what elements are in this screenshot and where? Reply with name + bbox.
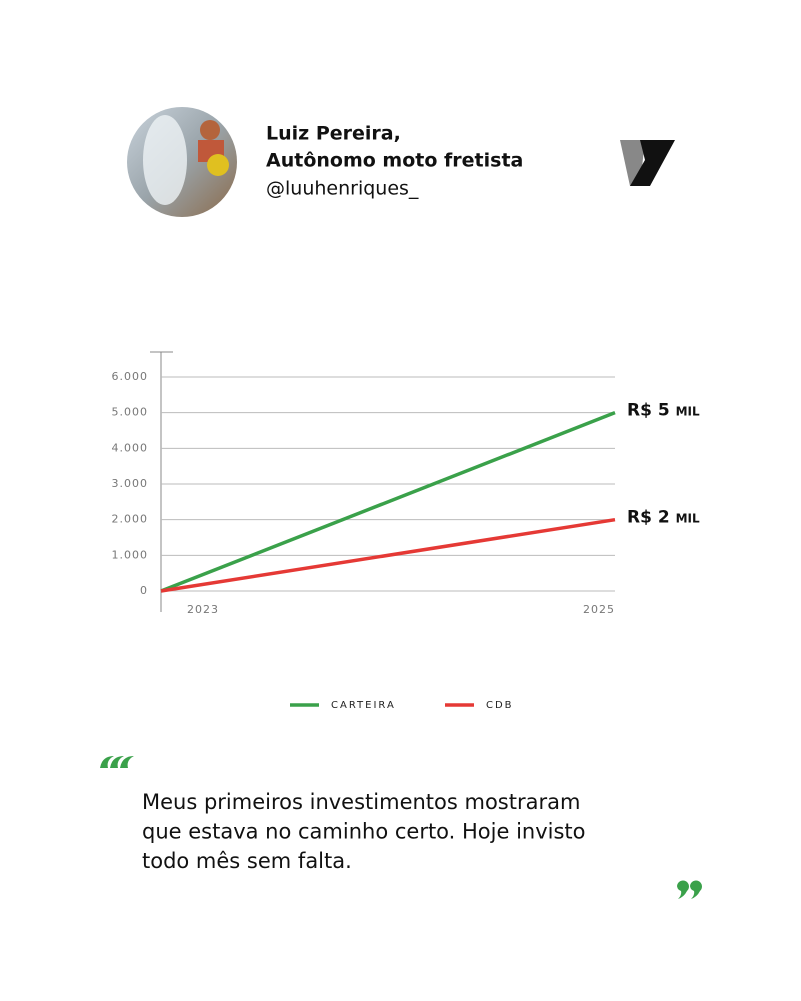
name: Luiz Pereira, [266,123,401,145]
legend-label: CARTEIRA [331,700,396,711]
x-tick-label: 2025 [583,603,615,616]
quote-close [677,880,702,899]
y-tick-label: 2.000 [112,513,149,526]
role: Autônomo moto fretista [266,150,523,172]
value-label: R$ 2 mil [627,508,700,528]
y-tick-label: 0 [140,584,148,597]
y-tick-label: 5.000 [112,406,149,419]
quote-line: Meus primeiros investimentos mostraram [142,790,580,814]
value-label: R$ 5 mil [627,401,700,421]
line [160,411,616,593]
quote-open [100,756,134,768]
line [160,517,616,593]
x-tick-label: 2023 [187,603,219,616]
avatar [127,107,237,217]
y-tick-label: 3.000 [112,477,149,490]
quote-line: que estava no caminho certo. Hoje invist… [142,820,586,844]
logo [620,140,675,186]
quote-line: todo mês sem falta. [142,849,352,873]
y-tick-label: 4.000 [112,441,149,454]
handle: @luuhenriques_ [266,178,419,200]
y-tick-label: 6.000 [112,370,149,383]
legend-label: CDB [486,700,514,711]
y-tick-label: 1.000 [112,548,149,561]
